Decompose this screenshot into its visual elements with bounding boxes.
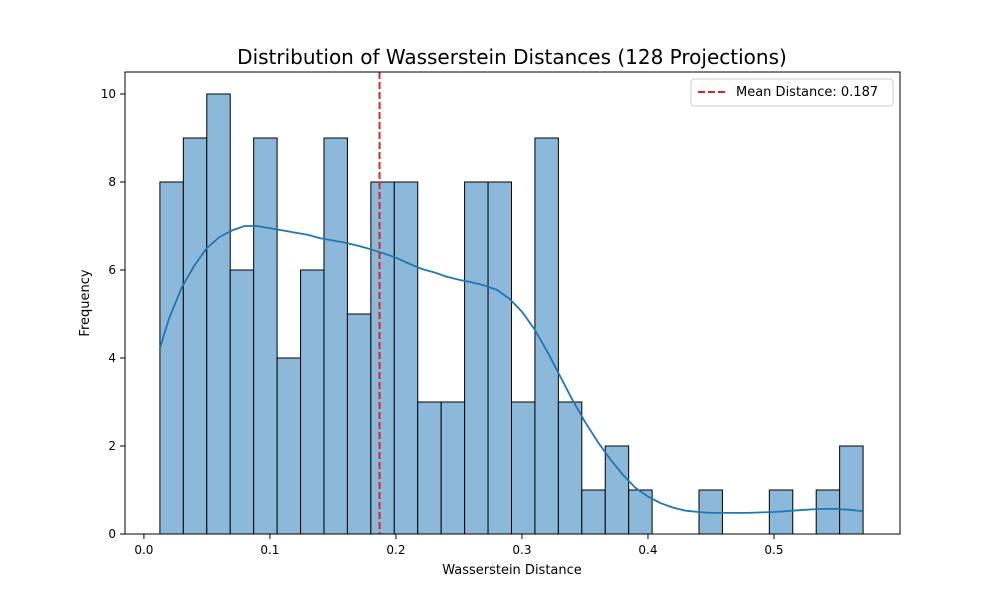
histogram-bar [815, 489, 841, 535]
histogram-bar [370, 181, 395, 535]
x-axis: 0.0 0.1 0.2 0.3 0.4 0.5 [134, 534, 784, 557]
histogram-bar [159, 181, 184, 535]
histogram-bars [159, 93, 864, 535]
histogram-bar [253, 137, 278, 535]
histogram-bar [557, 401, 583, 535]
histogram-bar [206, 93, 231, 535]
y-tick-label: 4 [108, 351, 116, 365]
histogram-bar [510, 401, 536, 535]
x-axis-label: Wasserstein Distance [442, 563, 582, 578]
y-tick-label: 10 [101, 87, 116, 101]
histogram-bar [581, 489, 606, 535]
histogram-bar [300, 269, 325, 535]
y-axis: 0 2 4 6 8 10 [101, 87, 125, 541]
histogram-bar [346, 313, 372, 535]
kde-layer [159, 225, 863, 514]
histogram-bar [839, 445, 864, 535]
x-tick-label: 0.2 [386, 543, 405, 557]
histogram-bar [604, 445, 630, 535]
y-tick-label: 2 [108, 439, 116, 453]
y-axis-label: Frequency [78, 269, 93, 336]
chart-title: Distribution of Wasserstein Distances (1… [237, 45, 787, 69]
x-tick-label: 0.1 [260, 543, 279, 557]
x-tick-label: 0.5 [764, 543, 783, 557]
histogram-bar [276, 357, 302, 535]
legend-box [690, 78, 894, 107]
plot-frame [124, 71, 901, 535]
legend-entry-mean: Mean Distance: 0.187 [736, 85, 878, 100]
histogram-bar [464, 181, 489, 535]
histogram-bar [487, 181, 512, 535]
x-tick-label: 0.4 [638, 543, 657, 557]
histogram-bar [323, 137, 348, 535]
histogram-bar [440, 401, 466, 535]
histogram-bar [393, 181, 419, 535]
y-tick-label: 8 [108, 175, 116, 189]
histogram-bar [229, 269, 255, 535]
histogram-bar [417, 401, 442, 535]
x-tick-label: 0.3 [512, 543, 531, 557]
x-tick-label: 0.0 [134, 543, 153, 557]
legend: Mean Distance: 0.187 [690, 78, 894, 107]
y-tick-label: 6 [108, 263, 116, 277]
histogram-bar [182, 137, 208, 535]
y-tick-label: 0 [108, 527, 116, 541]
kde-curve [159, 225, 863, 514]
